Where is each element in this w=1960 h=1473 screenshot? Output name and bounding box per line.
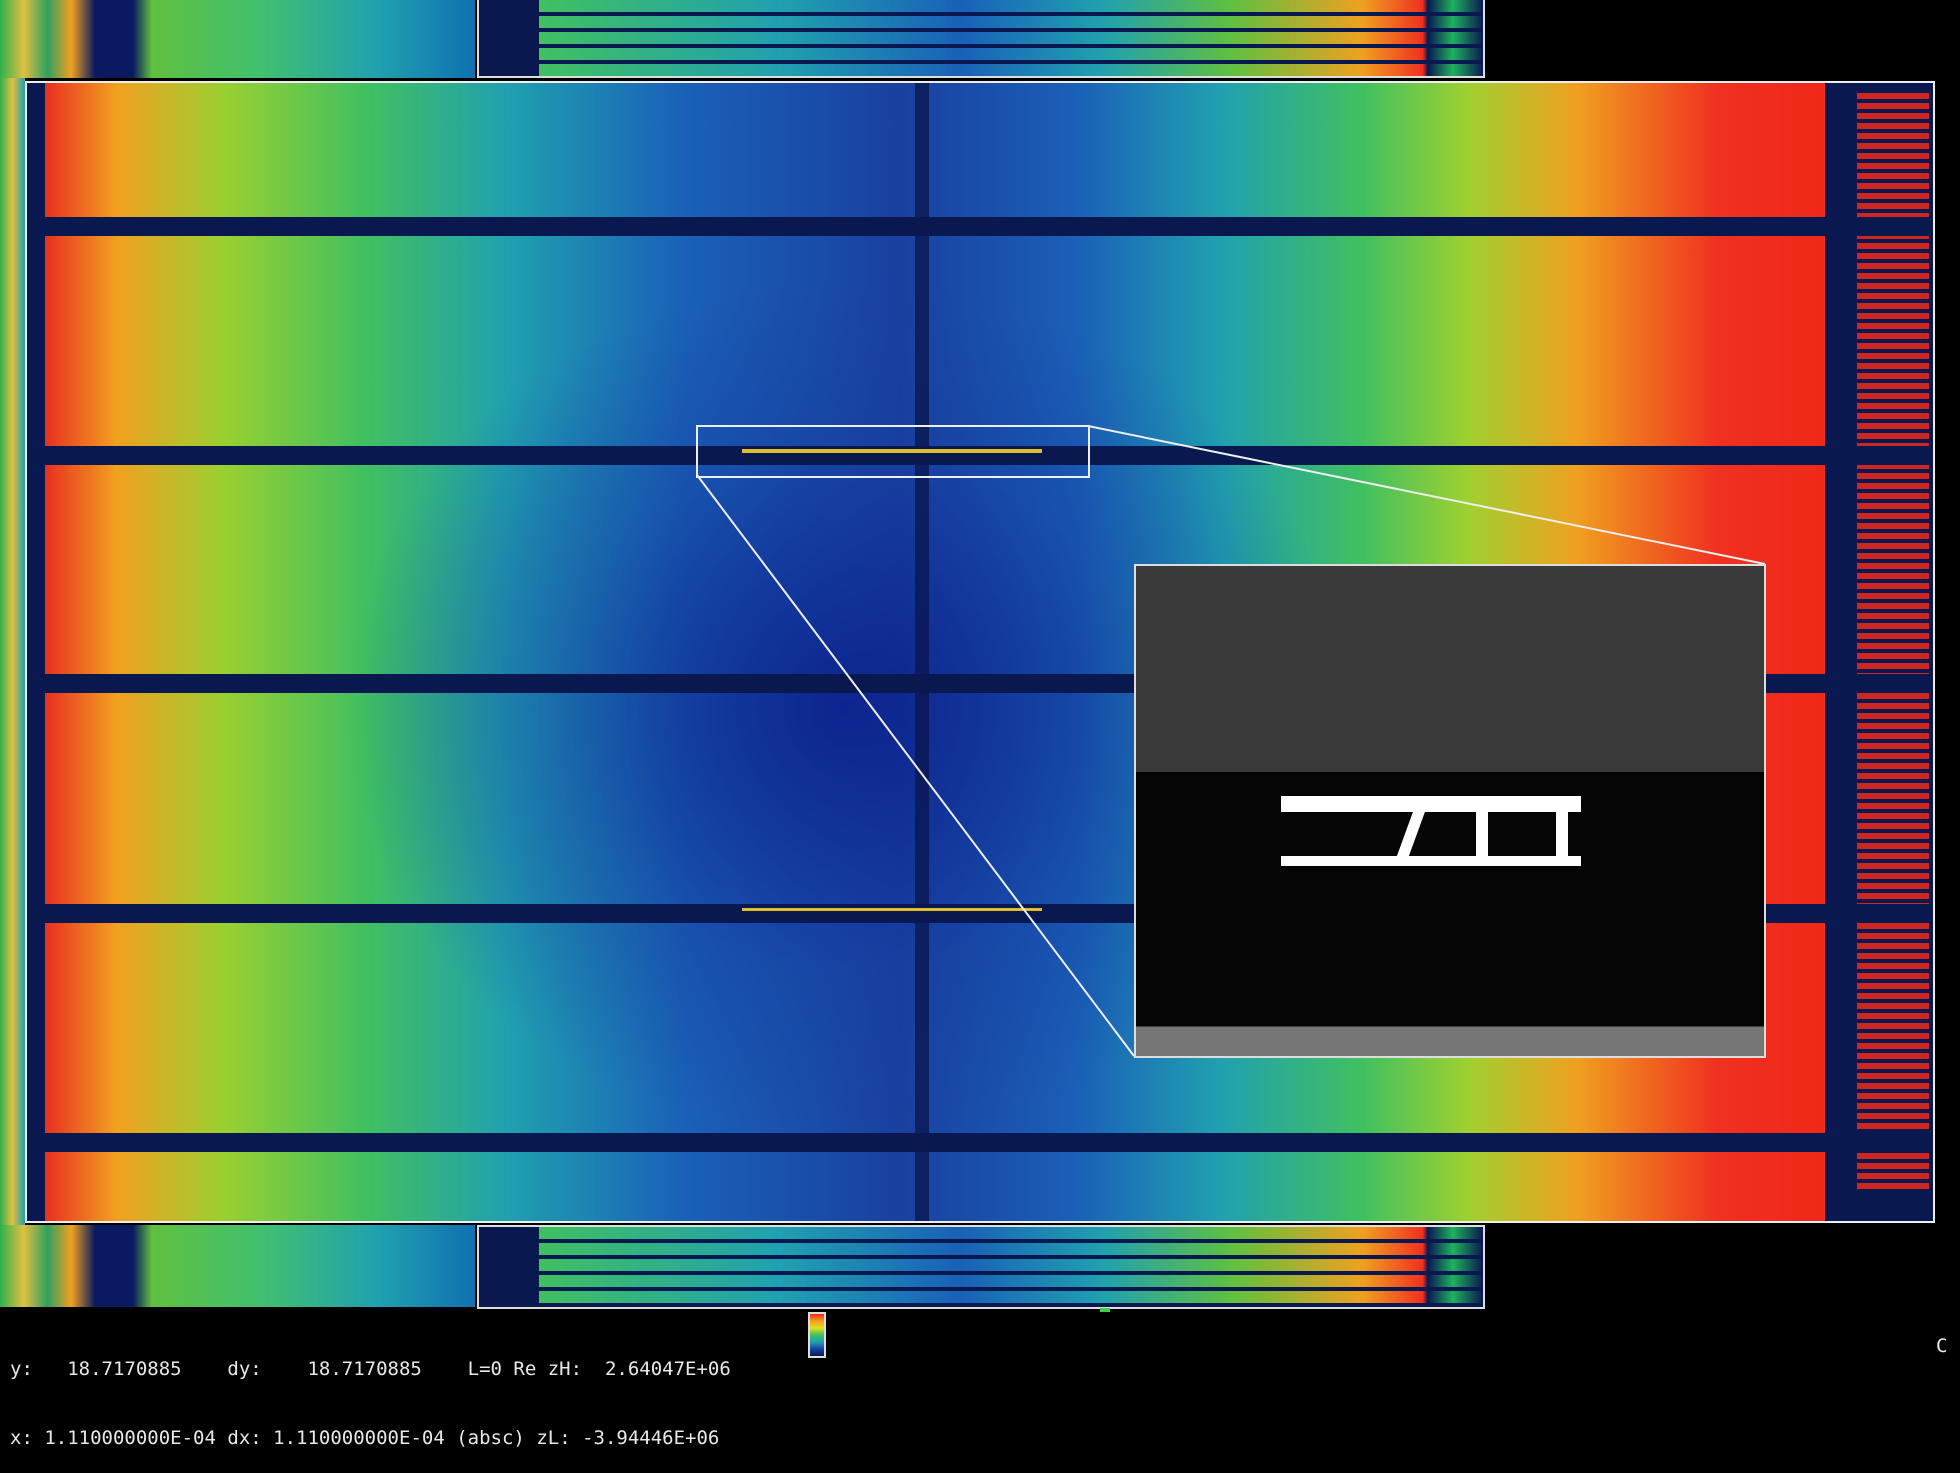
gap-band [27, 1133, 1933, 1152]
center-marker-line [915, 83, 929, 1221]
x-label: x: [10, 1427, 33, 1449]
axis-mode: (absc) [456, 1427, 525, 1449]
dy-value: 18.7170885 [307, 1358, 422, 1380]
dx-value: 1.110000000E-04 [273, 1427, 445, 1449]
gap-band [27, 446, 1933, 465]
inset-signal [1281, 856, 1581, 866]
inset-signal [1281, 796, 1581, 812]
y-value: 18.7170885 [67, 1358, 182, 1380]
thumbnail-bottom-center[interactable] [477, 1225, 1485, 1309]
y-label: y: [10, 1358, 33, 1380]
dx-label: dx: [227, 1427, 262, 1449]
left-edge-strip [0, 78, 25, 1225]
dy-label: dy: [227, 1358, 262, 1380]
thumbnail-bottom-left [0, 1225, 475, 1307]
connector-line [696, 474, 1135, 1057]
zh-value: 2.64047E+06 [604, 1358, 731, 1380]
signal-trace [742, 908, 1042, 911]
zoom-inset[interactable] [1134, 564, 1766, 1058]
corner-label: C [1936, 1335, 1948, 1357]
zoom-connector-lines [696, 425, 1766, 1057]
signal-trace [742, 449, 1042, 453]
thumbnail-top-center[interactable] [477, 0, 1485, 78]
zoom-selection-rect[interactable] [696, 425, 1090, 478]
inset-signal [1556, 796, 1568, 866]
gap-band [27, 217, 1933, 236]
zh-label: zH: [547, 1358, 583, 1380]
zl-value: -3.94446E+06 [582, 1427, 720, 1449]
status-bar: y: 18.7170885 dy: 18.7170885 L=0 Re zH: … [10, 1312, 810, 1473]
zl-label: zL: [536, 1427, 571, 1449]
x-value: 1.110000000E-04 [44, 1427, 216, 1449]
status-row-y: y: 18.7170885 dy: 18.7170885 L=0 Re zH: … [10, 1358, 810, 1381]
inset-signal [1476, 796, 1488, 866]
mode-label: L=0 Re [467, 1358, 537, 1380]
connector-line [1087, 425, 1766, 565]
colorbar [808, 1312, 826, 1358]
status-row-x: x: 1.110000000E-04 dx: 1.110000000E-04 (… [10, 1427, 810, 1450]
progress-indicator [1100, 1308, 1110, 1312]
thumbnail-top-left [0, 0, 475, 78]
side-column [1857, 93, 1929, 1193]
